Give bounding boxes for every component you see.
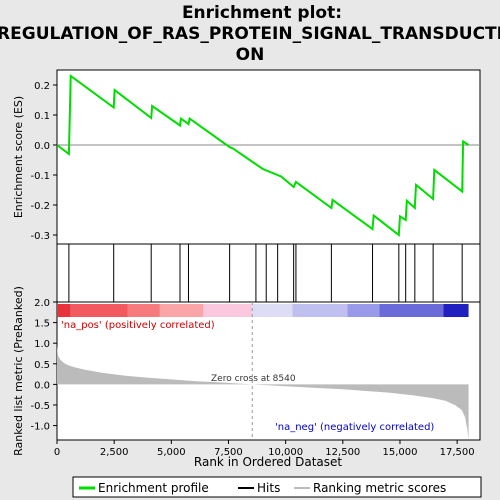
color-bar-segment [292,304,348,317]
x-tick-label: 0 [54,447,60,458]
metric-y-axis-label: Ranked list metric (PreRanked) [12,286,25,456]
legend-hits-label: Hits [257,481,280,495]
ranking-color-bar [57,304,469,317]
x-tick-label: 10,000 [268,447,303,458]
es-panel [56,69,481,245]
color-bar-segment [127,304,160,317]
x-tick-label: 2,500 [100,447,129,458]
es-y-tick-label: 0.0 [34,141,50,152]
title-line-2: REGULATION_OF_RAS_PROTEIN_SIGNAL_TRANSDU… [0,24,500,44]
metric-y-tick-label: 1.0 [34,339,50,350]
legend-metric-label: Ranking metric scores [313,481,446,495]
color-bar-segment [203,304,253,317]
es-y-tick-label: 0.1 [34,111,50,122]
axes: -0.3 -0.2 -0.1 0.0 0.1 0.2 2.0 1.5 1.0 0.5 0.0 -0.5… [30,81,474,458]
metric-y-tick-label: 2.0 [34,298,50,309]
color-bar-segment [70,304,128,317]
neg-correlated-label: 'na_neg' (negatively correlated) [275,422,434,433]
es-y-tick-label: -0.1 [30,171,50,182]
metric-y-tick-label: 0.5 [34,360,50,371]
es-y-tick-label: 0.2 [34,81,50,92]
metric-y-tick-label: -1.0 [30,422,50,433]
es-y-tick-label: -0.3 [30,231,50,242]
legend-enrichment-label: Enrichment profile [98,481,209,495]
metric-y-tick-label: 0.0 [34,380,50,391]
x-tick-label: 5,000 [157,447,186,458]
color-bar-segment [57,304,71,317]
x-tick-label: 15,000 [382,447,417,458]
enrichment-profile [56,74,480,237]
pos-correlated-label: 'na_pos' (positively correlated) [61,320,215,331]
legend: Enrichment profile Hits Ranking metric s… [72,476,482,498]
plot-title: Enrichment plot: REGULATION_OF_RAS_PROTE… [0,3,500,65]
es-y-tick-label: -0.2 [30,201,50,212]
color-bar-segment [347,304,380,317]
color-bar-segment [379,304,444,317]
color-bar-segment [159,304,204,317]
zero-cross-label: Zero cross at 8540 [211,374,296,384]
hits-panel [56,243,481,303]
color-bar-segment [443,304,469,317]
metric-y-tick-label: 1.5 [34,319,50,330]
legend-box [72,476,482,498]
color-bar-segment [252,304,293,317]
title-line-1: Enrichment plot: [182,3,342,23]
enrichment-profile-line [56,74,470,237]
title-line-3: ON [236,45,265,65]
x-tick-label: 7,500 [214,447,243,458]
metric-panel [56,301,481,441]
x-tick-label: 17,500 [440,447,475,458]
hit-lines [68,244,463,302]
x-axis-label: Rank in Ordered Dataset [194,455,342,469]
es-y-axis-label: Enrichment score (ES) [12,96,25,218]
ranking-metric-area [57,302,469,440]
x-tick-label: 12,500 [325,447,360,458]
metric-y-tick-label: -0.5 [30,401,50,412]
